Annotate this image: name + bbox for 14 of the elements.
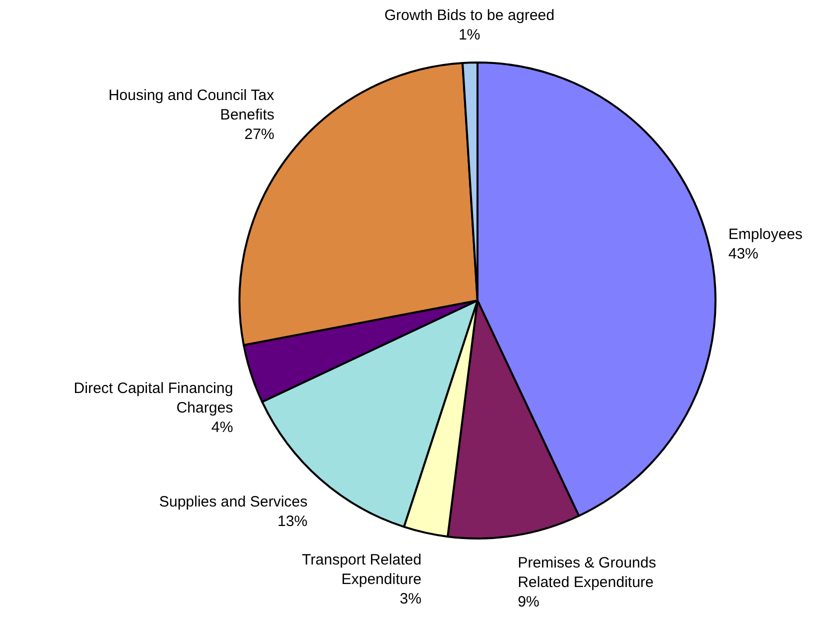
slice-label: Growth Bids to be agreed (384, 7, 554, 24)
data-label: 1% (458, 26, 480, 44)
data-label: 4% (211, 419, 234, 436)
slice-label: Housing and Council Tax Benefits (108, 86, 275, 124)
data-label: 43% (728, 246, 758, 263)
slice-label: Premises & Grounds Related Expenditure (518, 554, 656, 591)
data-label: 27% (244, 126, 274, 143)
data-label: 9% (518, 593, 540, 610)
data-label: 13% (277, 512, 308, 530)
data-label: 3% (400, 590, 422, 608)
slice-label: Supplies and Services (159, 493, 308, 510)
slice-label: Employees (728, 226, 803, 244)
slice-label: Direct Capital Financing Charges (74, 380, 234, 416)
slice-label: Transport Related Expenditure (302, 551, 422, 588)
